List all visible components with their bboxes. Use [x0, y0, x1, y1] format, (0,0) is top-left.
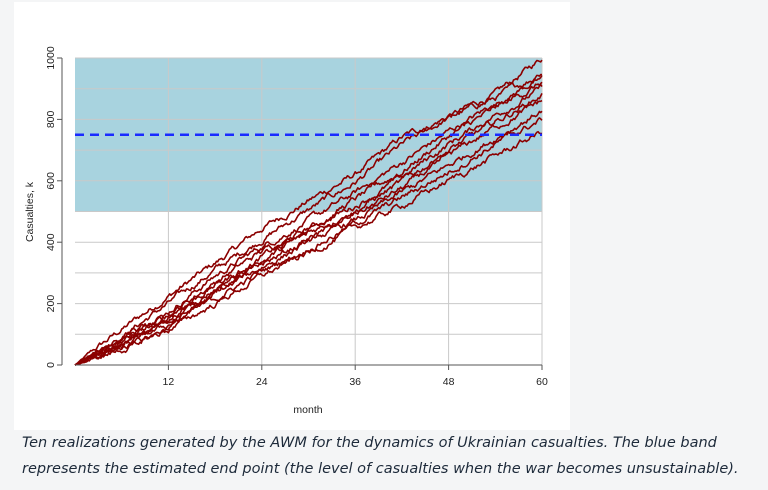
series-line-8: [74, 110, 543, 366]
x-axis-label: month: [293, 404, 322, 416]
series-line-9: [74, 117, 543, 366]
series-line-1: [74, 59, 543, 366]
y-tick-label: 800: [45, 110, 57, 128]
x-tick-label: 36: [349, 376, 361, 388]
series-line-2: [74, 75, 543, 366]
y-tick-label: 600: [45, 172, 57, 190]
x-tick-label: 24: [256, 376, 268, 388]
y-tick-label: 200: [45, 295, 57, 313]
series-line-6: [74, 93, 543, 366]
y-tick-label: 400: [45, 233, 57, 251]
y-tick-label: 1000: [45, 46, 57, 70]
series-line-10: [74, 130, 543, 366]
figure-caption: Ten realizations generated by the AWM fo…: [22, 435, 739, 477]
x-tick-label: 60: [536, 376, 548, 388]
y-axis-label: Casualties, k: [24, 181, 36, 242]
x-tick-label: 48: [443, 376, 455, 388]
x-tick-label: 12: [163, 376, 175, 388]
chart-figure: 12 24 36 48 60 0 200 400 600 800 1000 month Casual…: [14, 2, 570, 430]
y-tick-label: 0: [45, 362, 57, 368]
